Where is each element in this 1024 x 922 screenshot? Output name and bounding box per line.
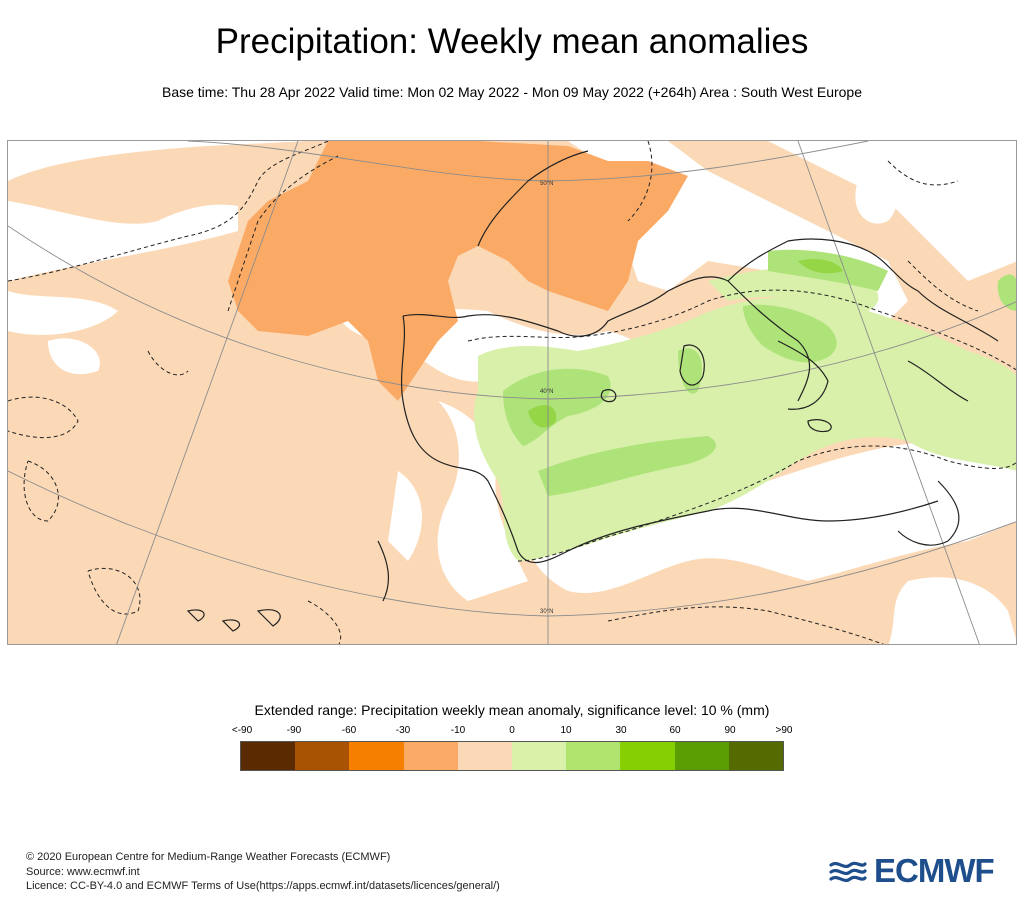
page-title: Precipitation: Weekly mean anomalies: [215, 22, 809, 61]
legend-swatch-2: [349, 742, 404, 770]
legend-swatch-5: [512, 742, 567, 770]
legend-swatch-7: [620, 742, 675, 770]
lat-label-50: 50°N: [540, 181, 553, 187]
anomaly-map[interactable]: 50°N 40°N 30°N: [7, 140, 1017, 645]
legend-swatch-4: [457, 742, 513, 770]
ecmwf-logo-icon: [829, 861, 867, 883]
legend-label: 30: [615, 725, 627, 736]
legend-label: 10: [560, 725, 572, 736]
coastlines: [186, 150, 999, 632]
ecmwf-logo: ECMWF: [828, 852, 995, 889]
footer: © 2020 European Centre for Medium-Range …: [26, 850, 500, 894]
legend-colorbar: [240, 741, 784, 771]
legend-title: Extended range: Precipitation weekly mea…: [254, 702, 770, 718]
source-text: Source: www.ecmwf.int: [26, 865, 140, 878]
legend-label: 0: [509, 725, 515, 736]
legend-label: >90: [775, 725, 793, 736]
wet-mid-region: [503, 249, 1016, 496]
legend-label: 90: [724, 725, 736, 736]
logo-text: ECMWF: [874, 852, 995, 889]
wet-strong-region: [528, 259, 843, 428]
latitude-labels: 50°N 40°N 30°N: [540, 181, 553, 615]
legend-label: -10: [450, 725, 466, 736]
lat-label-40: 40°N: [540, 389, 553, 395]
legend-swatch-6: [566, 742, 621, 770]
legend-label: -30: [395, 725, 411, 736]
copyright-text: © 2020 European Centre for Medium-Range …: [26, 851, 391, 863]
legend-swatch-3: [403, 742, 458, 770]
legend-label: <-90: [231, 725, 253, 736]
legend-labels: <-90 -90 -60 -30 -10 0 10 30 60 90 >90: [212, 725, 812, 739]
legend-label: 60: [669, 725, 681, 736]
page-subtitle: Base time: Thu 28 Apr 2022 Valid time: M…: [161, 84, 862, 100]
significance-contours: [8, 141, 1016, 644]
legend-label: -90: [286, 725, 302, 736]
graticule: [8, 141, 1016, 644]
legend-swatch-0: [241, 742, 296, 770]
legend-label: -60: [341, 725, 357, 736]
strong-dry-region: [228, 141, 688, 401]
lat-label-30: 30°N: [540, 609, 553, 615]
legend-swatch-1: [295, 742, 350, 770]
licence-text: Licence: CC-BY-4.0 and ECMWF Terms of Us…: [26, 880, 500, 892]
legend-swatch-8: [674, 742, 729, 770]
legend-swatch-9: [728, 742, 784, 770]
